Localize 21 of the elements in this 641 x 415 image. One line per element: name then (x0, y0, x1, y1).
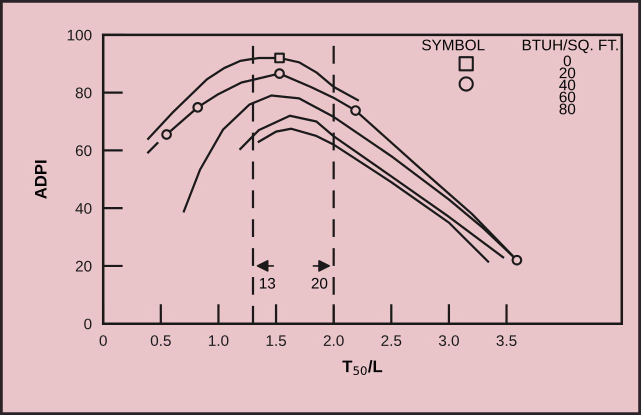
y-tick-label: 40 (75, 203, 92, 214)
x-tick-label: 0 (100, 335, 107, 346)
annotation: 20 (312, 278, 328, 289)
x-tick-label: 2.5 (381, 335, 402, 346)
x-tick-label: 0.5 (150, 335, 171, 346)
x-axis-title: T$_{50}$/L (342, 360, 382, 376)
x-tick-label: 3.5 (496, 335, 517, 346)
annotation: SYMBOL (422, 40, 485, 50)
y-tick-label: 20 (76, 260, 92, 272)
annotation: BTUH/SQ. FT. (522, 39, 618, 54)
y-tick-label: 60 (76, 145, 92, 156)
y-tick-label: 100 (68, 30, 92, 41)
x-tick-label: 1.5 (266, 335, 286, 346)
y-tick-label: 80 (76, 87, 92, 98)
y-axis-title: ADPI (35, 160, 46, 199)
x-tick-label: 1.0 (208, 335, 228, 346)
y-tick-label: 0 (84, 318, 92, 330)
x-tick-label: 3.0 (438, 335, 459, 346)
x-tick-label: 2.0 (324, 335, 344, 346)
annotation: 0 20 40 60 80 (559, 55, 576, 114)
annotation: 13 (260, 278, 276, 289)
